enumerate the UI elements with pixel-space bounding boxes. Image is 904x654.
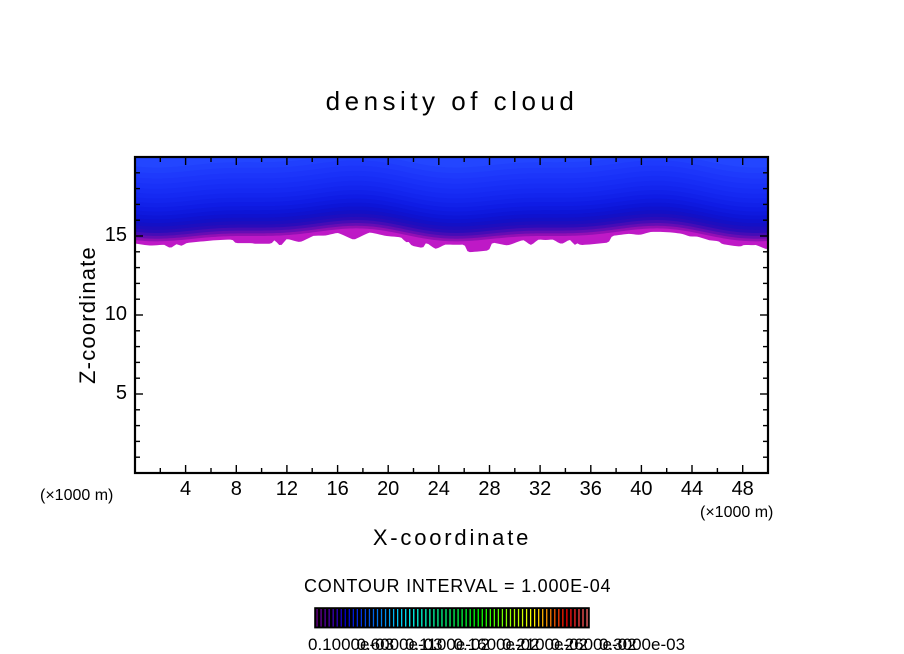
svg-text:12: 12 [276, 478, 298, 500]
svg-text:(×1000 m): (×1000 m) [40, 487, 113, 504]
svg-text:16: 16 [326, 478, 348, 500]
svg-text:24: 24 [428, 478, 450, 500]
svg-text:8: 8 [231, 478, 242, 500]
svg-text:44: 44 [681, 478, 703, 500]
svg-text:36: 36 [580, 478, 602, 500]
svg-text:15: 15 [105, 224, 127, 246]
svg-text:CONTOUR INTERVAL = 1.000E-04: CONTOUR INTERVAL = 1.000E-04 [304, 576, 611, 596]
svg-text:28: 28 [478, 478, 500, 500]
svg-text:0.3000e-03: 0.3000e-03 [599, 635, 685, 654]
svg-text:10: 10 [105, 303, 127, 325]
svg-text:5: 5 [116, 382, 127, 404]
svg-text:(×1000 m): (×1000 m) [700, 504, 773, 521]
svg-text:32: 32 [529, 478, 551, 500]
svg-text:40: 40 [630, 478, 652, 500]
svg-text:density of cloud: density of cloud [326, 86, 579, 116]
svg-text:20: 20 [377, 478, 399, 500]
svg-text:Z-coordinate: Z-coordinate [75, 246, 100, 384]
svg-text:X-coordinate: X-coordinate [373, 525, 531, 550]
svg-text:48: 48 [732, 478, 754, 500]
svg-text:4: 4 [180, 478, 191, 500]
